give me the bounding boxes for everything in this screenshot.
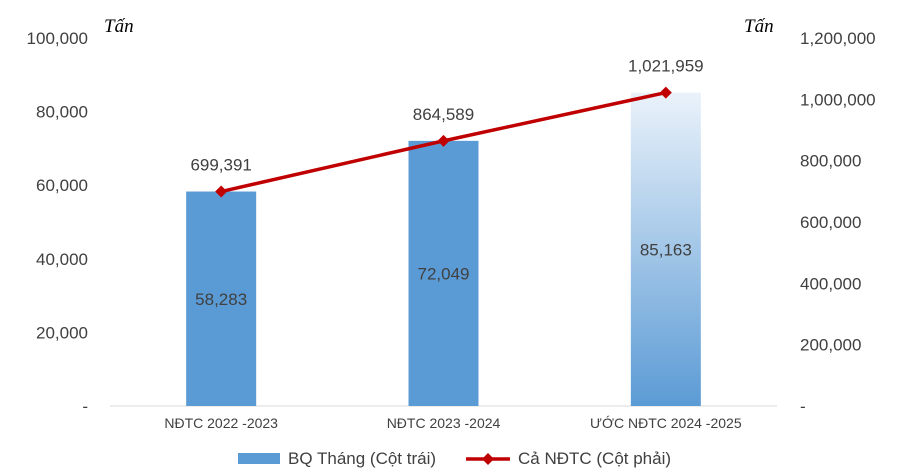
- bar-series: [186, 92, 701, 406]
- right-axis-tick-label: -: [800, 397, 806, 416]
- left-axis-tick-label: 60,000: [36, 176, 88, 195]
- right-axis-tick-label: 400,000: [800, 274, 861, 293]
- bar: [186, 191, 257, 406]
- line-data-label: 864,589: [413, 105, 474, 124]
- line-markers: [215, 86, 672, 198]
- bar: [630, 92, 701, 406]
- category-label: NĐTC 2023 -2024: [387, 415, 501, 431]
- left-axis-unit: Tấn: [104, 16, 134, 37]
- left-axis-tick-label: 40,000: [36, 250, 88, 269]
- legend: BQ Tháng (Cột trái) Cả NĐTC (Cột phải): [238, 449, 671, 468]
- line-marker: [437, 134, 450, 147]
- right-axis-tick-label: 1,000,000: [800, 90, 876, 109]
- bar-data-label: 58,283: [195, 290, 247, 309]
- left-axis-tick-label: 100,000: [27, 29, 88, 48]
- legend-line-label: Cả NĐTC (Cột phải): [518, 449, 671, 468]
- left-axis-tick-label: -: [82, 397, 88, 416]
- line-marker: [659, 86, 672, 99]
- left-axis-tick-label: 20,000: [36, 323, 88, 342]
- bar: [408, 140, 479, 406]
- right-axis-tick-label: 200,000: [800, 336, 861, 355]
- line-marker: [215, 185, 228, 198]
- category-axis-labels: NĐTC 2022 -2023 NĐTC 2023 -2024 ƯỚC NĐTC 2…: [164, 415, 741, 431]
- right-axis-tick-label: 600,000: [800, 213, 861, 232]
- left-axis-tick-label: 80,000: [36, 103, 88, 122]
- legend-bar-swatch: [238, 453, 280, 464]
- category-label: ƯỚC NĐTC 2024 -2025: [590, 415, 742, 431]
- right-axis-unit: Tấn: [744, 16, 774, 37]
- line-data-labels: 699,391 864,589 1,021,959: [190, 57, 703, 175]
- category-label: NĐTC 2022 -2023: [164, 415, 278, 431]
- line-data-label: 699,391: [190, 156, 251, 175]
- bar-data-label: 72,049: [418, 264, 470, 283]
- right-axis-tick-label: 800,000: [800, 152, 861, 171]
- bar-data-label: 85,163: [640, 240, 692, 259]
- right-axis: - 200,000 400,000 600,000 800,000 1,000,000 1,…: [800, 29, 876, 416]
- bar-data-labels: 58,283 72,049 85,163: [195, 240, 692, 308]
- right-axis-tick-label: 1,200,000: [800, 29, 876, 48]
- left-axis: - 20,000 40,000 60,000 80,000 100,000: [27, 29, 88, 416]
- line-data-label: 1,021,959: [628, 57, 704, 76]
- legend-bar-label: BQ Tháng (Cột trái): [288, 449, 436, 468]
- legend-line-marker: [482, 453, 494, 465]
